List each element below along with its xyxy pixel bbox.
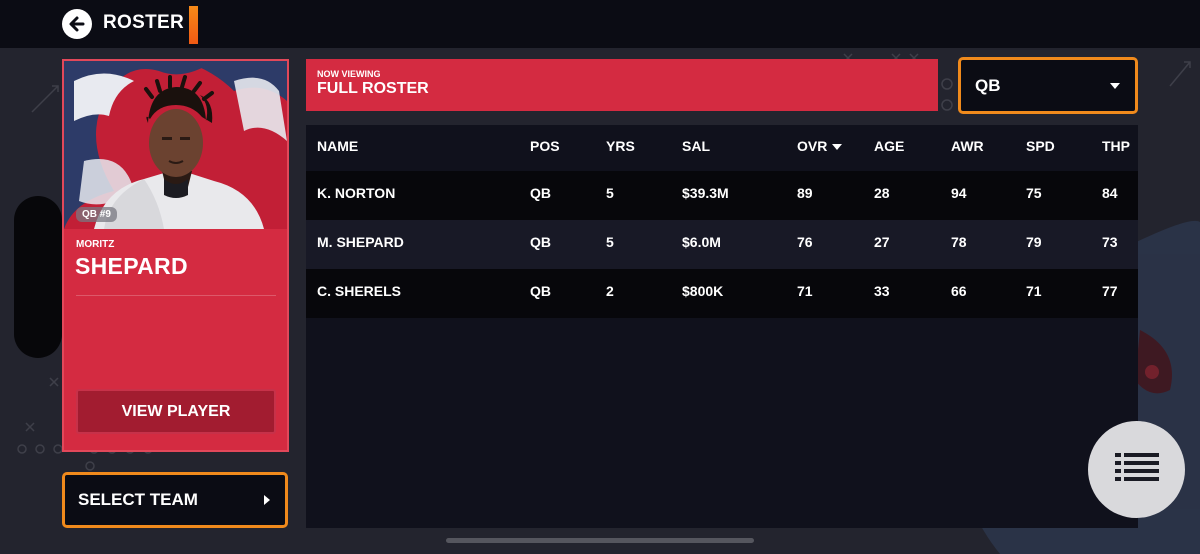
column-header-ovr-label: OVR <box>797 138 828 154</box>
position-filter-value: QB <box>975 76 1001 95</box>
back-button[interactable] <box>62 9 92 39</box>
column-header-age[interactable]: AGE <box>874 138 905 154</box>
cell-name: M. SHEPARD <box>317 234 404 250</box>
view-player-button[interactable]: VIEW PLAYER <box>76 389 276 434</box>
table-row[interactable]: C. SHERELS QB 2 $800K 71 33 66 71 77 <box>306 269 1138 318</box>
caret-down-icon <box>1110 83 1120 89</box>
cell-ovr: 89 <box>797 185 813 201</box>
select-team-button[interactable]: SELECT TEAM <box>62 472 288 528</box>
cell-thp: 77 <box>1102 283 1118 299</box>
cell-thp: 73 <box>1102 234 1118 250</box>
cell-age: 28 <box>874 185 890 201</box>
column-header-spd[interactable]: SPD <box>1026 138 1055 154</box>
table-header-row: NAME POS YRS SAL OVR AGE AWR SPD THP <box>306 125 1138 171</box>
cell-name: K. NORTON <box>317 185 396 201</box>
home-indicator <box>446 538 754 543</box>
jersey-badge: QB #9 <box>76 207 117 222</box>
cell-spd: 79 <box>1026 234 1042 250</box>
cell-pos: QB <box>530 283 551 299</box>
caret-right-icon <box>264 495 270 505</box>
cell-ovr: 76 <box>797 234 813 250</box>
list-menu-icon <box>1114 452 1159 481</box>
select-team-label: SELECT TEAM <box>78 490 198 509</box>
cell-yrs: 5 <box>606 234 614 250</box>
card-divider <box>76 295 276 296</box>
table-row[interactable]: M. SHEPARD QB 5 $6.0M 76 27 78 79 73 <box>306 220 1138 269</box>
cell-name: C. SHERELS <box>317 283 402 299</box>
column-header-yrs[interactable]: YRS <box>606 138 635 154</box>
cell-yrs: 5 <box>606 185 614 201</box>
player-portrait-image <box>64 61 287 229</box>
top-bar: ROSTER <box>0 0 1200 48</box>
column-header-thp[interactable]: THP <box>1102 138 1130 154</box>
cell-pos: QB <box>530 234 551 250</box>
cell-sal: $39.3M <box>682 185 729 201</box>
table-row[interactable]: K. NORTON QB 5 $39.3M 89 28 94 75 84 <box>306 171 1138 220</box>
player-last-name: SHEPARD <box>75 253 188 279</box>
player-photo <box>64 61 287 229</box>
cell-spd: 71 <box>1026 283 1042 299</box>
arrow-left-circle-icon <box>69 16 85 32</box>
cell-yrs: 2 <box>606 283 614 299</box>
side-handle <box>14 196 62 358</box>
cell-age: 27 <box>874 234 890 250</box>
position-filter-dropdown[interactable]: QB <box>958 57 1138 114</box>
player-first-name: MORITZ <box>76 239 115 250</box>
cell-thp: 84 <box>1102 185 1118 201</box>
column-header-awr[interactable]: AWR <box>951 138 984 154</box>
title-accent-bar <box>189 6 198 44</box>
cell-awr: 66 <box>951 283 967 299</box>
cell-sal: $6.0M <box>682 234 721 250</box>
cell-spd: 75 <box>1026 185 1042 201</box>
column-header-name[interactable]: NAME <box>317 138 359 154</box>
column-header-sal[interactable]: SAL <box>682 138 710 154</box>
now-viewing-value: FULL ROSTER <box>317 80 429 97</box>
cell-pos: QB <box>530 185 551 201</box>
cell-age: 33 <box>874 283 890 299</box>
column-header-ovr[interactable]: OVR <box>797 125 843 167</box>
cell-ovr: 71 <box>797 283 813 299</box>
roster-table: NAME POS YRS SAL OVR AGE AWR SPD THP K. … <box>306 125 1138 528</box>
cell-awr: 94 <box>951 185 967 201</box>
menu-button[interactable] <box>1088 421 1185 518</box>
sort-caret-down-icon <box>832 144 843 151</box>
cell-sal: $800K <box>682 283 724 299</box>
player-card[interactable]: QB #9 MORITZ SHEPARD VIEW PLAYER <box>62 59 289 452</box>
now-viewing-label: NOW VIEWING <box>317 69 381 79</box>
column-header-pos[interactable]: POS <box>530 138 560 154</box>
page-title: ROSTER <box>103 12 184 33</box>
cell-awr: 78 <box>951 234 967 250</box>
now-viewing-banner: NOW VIEWING FULL ROSTER <box>306 59 938 111</box>
